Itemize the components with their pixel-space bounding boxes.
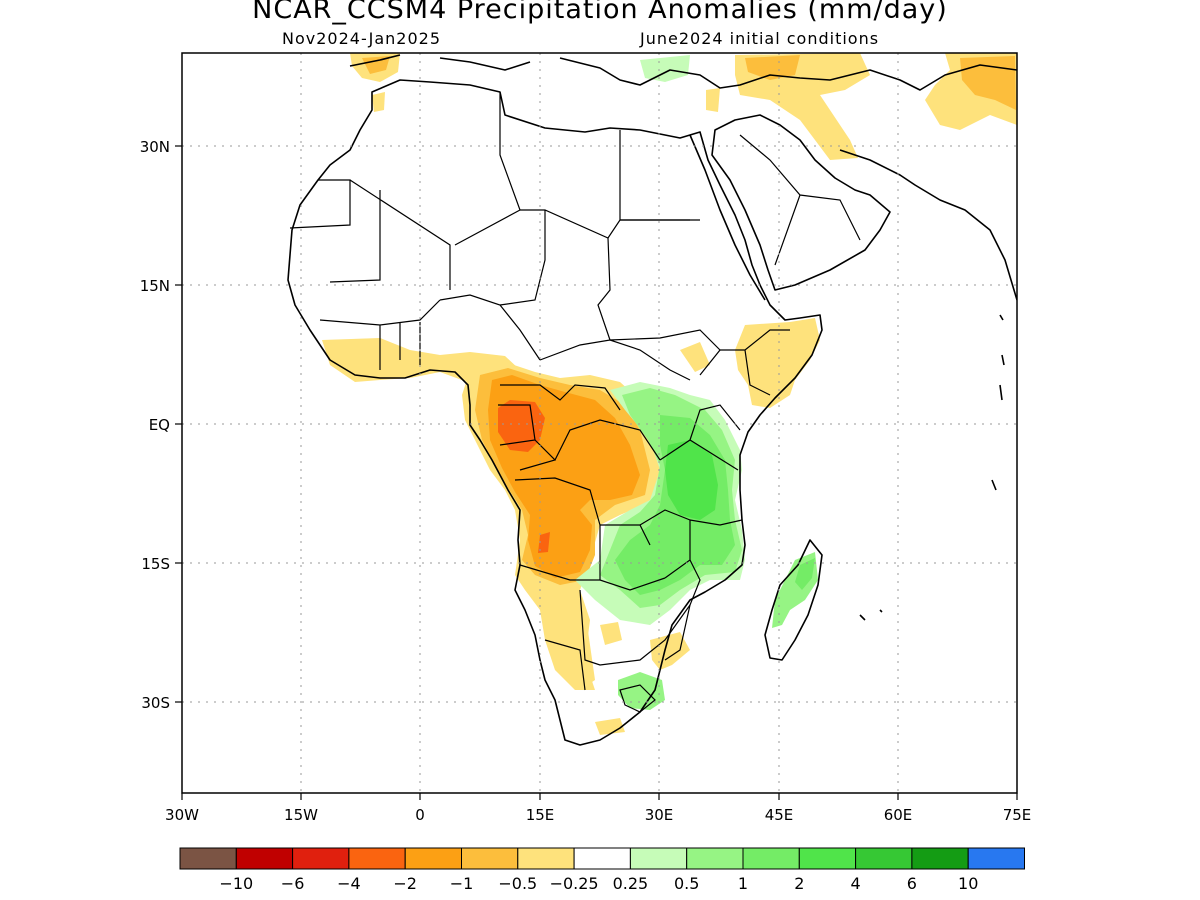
border-mali-niger [329,190,381,283]
colorbar-swatch [517,847,575,870]
lat-tick-label: EQ [149,416,170,434]
dry-patch-middle-east [735,53,870,160]
border-drc-angola [514,477,651,546]
forecast-period: Nov2024-Jan2025 [282,29,441,48]
lon-tick-label: 60E [884,806,913,824]
lon-tick-label: 15E [526,806,555,824]
lon-tick-label: 75E [1003,806,1032,824]
lon-tick-label: 45E [765,806,794,824]
colorbar-swatch [404,847,463,870]
dry-patch-cape [595,718,625,735]
graticule [182,53,1017,793]
border-ethiopia [720,329,790,396]
colorbar-label: 1 [738,874,748,893]
dry-region-angola-spot [538,532,550,553]
colorbar-label: −4 [337,874,361,893]
border-sudan-south-sudan [609,329,721,376]
colorbar-label: −2 [393,874,417,893]
dry-patch-iran-core [960,56,1016,110]
lon-tick-label: 0 [415,806,425,824]
dry-patch-southern-africa-2 [600,622,622,645]
lon-tick-label: 30W [165,806,199,824]
europe-coastline [349,54,1017,91]
dry-patch-southern-africa [650,632,690,670]
dry-patch-ethiopia-west [680,342,710,372]
border-chad-sudan [597,237,611,341]
colorbar: −10 −6 −4 −2 −1 −0.5 −0.25 0.25 0.5 1 2 4 6 10 [179,847,1026,893]
wet-patch-turkey [640,55,690,82]
lat-tick-label: 15N [140,277,170,295]
dry-region-gabon-congo-core [498,400,545,452]
border-gabon [498,404,536,446]
map-canvas [182,53,1017,793]
colorbar-swatch [686,847,744,870]
colorbar-swatch [348,847,406,870]
red-sea-coast [689,134,766,301]
border-niger-chad [499,210,546,306]
border-nigeria [439,294,541,361]
coastlines [287,54,1017,746]
border-car [539,339,691,381]
border-south-africa [544,639,656,713]
dry-patch-med-west-core [362,56,390,74]
colorbar-label: 0.5 [674,874,699,893]
border-algeria-mali [349,179,451,290]
indian-ocean-islands [859,314,1005,621]
africa-coastline [287,79,823,746]
lon-axis-labels: 30W 15W 0 15E 30E 45E 60E 75E [165,806,1031,824]
border-cameroon-gabon [500,384,621,411]
colorbar-swatch [573,847,631,870]
country-borders [289,92,861,713]
colorbar-label: −6 [281,874,305,893]
arabia-coastline [711,114,891,291]
colorbar-swatch [798,847,857,870]
colorbar-label: −1 [450,874,474,893]
colorbar-swatch [742,847,800,870]
wet-region-madagascar-core [795,558,815,590]
lat-tick-label: 30N [140,138,170,156]
lon-tick-label: 30E [645,806,674,824]
lon-tick-label: 15W [284,806,318,824]
map-title: NCAR_CCSM4 Precipitation Anomalies (mm/d… [252,0,948,25]
colorbar-label: 6 [907,874,917,893]
border-congo-drc [519,419,661,471]
border-kenya-uganda [689,404,741,441]
colorbar-swatch [911,847,969,870]
wet-patch-kzn [618,672,665,710]
colorbar-label: −10 [219,874,253,893]
colorbar-swatch [292,847,350,870]
border-algeria-libya [454,92,521,246]
anomaly-shading [322,53,1017,735]
colorbar-label: −0.25 [550,874,599,893]
colorbar-swatch [629,847,688,870]
lat-tick-label: 15S [141,555,170,573]
madagascar-coastline [764,539,823,661]
dry-patch-morocco [372,92,385,112]
tick-marks [175,145,1018,800]
persian-gulf-coastline [839,149,1017,301]
dry-patch-levant [706,88,720,112]
dry-patch-middle-east-core [745,55,800,80]
border-mauritania [289,179,351,229]
wet-region-lake-victoria-core [665,440,718,520]
colorbar-label: 0.25 [613,874,649,893]
colorbar-swatch [235,847,294,870]
lat-tick-label: 30S [141,694,170,712]
colorbar-label: 2 [794,874,804,893]
border-botswana [579,589,691,666]
colorbar-swatch [855,847,913,870]
colorbar-label: −0.5 [498,874,537,893]
lat-axis-labels: 30N 15N EQ 15S 30S [140,138,170,712]
colorbar-label: 4 [851,874,861,893]
colorbar-swatch [967,847,1026,870]
map-frame [181,52,1018,794]
border-west-coast [319,299,441,370]
colorbar-swatch [179,847,237,870]
dry-patch-namibia [575,610,595,690]
colorbar-swatch [461,847,519,870]
initial-conditions: June2024 initial conditions [640,29,880,48]
colorbar-label: 10 [958,874,978,893]
